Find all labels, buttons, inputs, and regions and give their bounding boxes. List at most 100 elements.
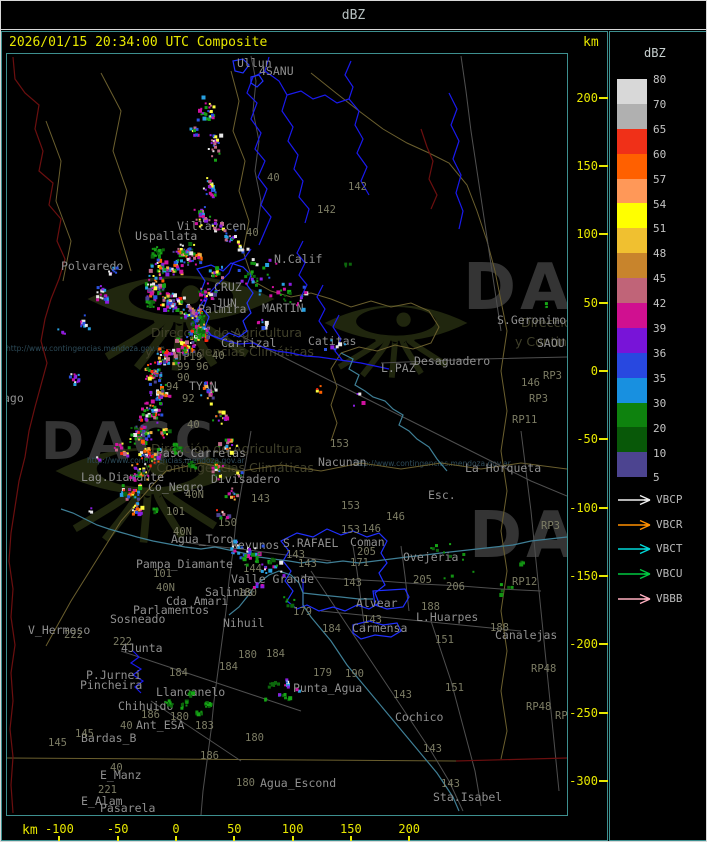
place-label: Coman [350,535,385,549]
international-border [8,56,567,814]
place-label: La Horqueta [465,461,541,475]
route-label: 184 [169,667,188,679]
place-label: N.Calif [274,252,322,266]
place-label: Nihuil [223,616,265,630]
place-label: Co_Negro [148,480,203,494]
radar-plot-area: DACCDACCDACChttp://www.contingencias.men… [6,53,568,816]
scale-swatch-30 [617,402,647,428]
bottom-axis-tick-label: 0 [172,822,180,836]
bottom-axis-tick [291,836,294,841]
scale-value-label: 5 [653,471,660,485]
place-label: CRUZ [214,280,242,294]
place-label: V_Hermoso [28,623,90,637]
place-label: Nacunan [318,455,366,469]
bottom-axis-tick-label: 50 [227,822,242,836]
route-label: 179 [293,606,312,618]
place-label: Cda_Amari [166,594,228,608]
vector-legend-row: VBCT [610,542,706,556]
route-label: 179 [313,667,332,679]
scale-swatch-65 [617,128,647,154]
place-label: Ovejeria [403,550,458,564]
scale-value-label: 39 [653,322,667,335]
route-label: 180 [238,587,257,599]
route-label: 40N [173,526,192,538]
route-label: 221 [98,784,117,796]
scale-value-label: 10 [653,446,667,460]
route-label: 186 [141,709,160,721]
scale-value-label: 48 [653,247,667,261]
route-label: 94 [166,381,179,393]
place-label: Ant_ESA [136,718,185,732]
right-axis-tick-label: 100 [576,227,598,242]
route-label: 184 [266,648,285,660]
right-axis-tick [599,574,608,577]
right-axis-tick-label: -250 [569,705,598,720]
route-label: 222 [113,636,132,648]
route-label: 40N [156,582,175,594]
place-label: P.Jurnei [86,668,141,682]
bottom-axis-tick [175,836,177,841]
scale-value-label: 30 [653,396,667,410]
route-label: 188 [490,622,509,634]
place-label: E_Alam [81,794,123,808]
svg-text:DACC: DACC [469,499,567,573]
route-label: 101 [153,568,172,580]
route-label: 180 [245,732,264,744]
scale-swatch-80 [617,79,647,104]
route-label: 143 [423,743,442,755]
svg-text:http://www.contingencias.mendo: http://www.contingencias.mendoza.gov.ar [353,459,512,468]
route-label: 183 [195,720,214,732]
scale-swatch-45 [617,278,647,304]
place-label: MARTIN [262,301,304,315]
route-label: 153 [330,438,349,450]
svg-text:DACC: DACC [463,251,567,325]
route-label: 101 [166,506,185,518]
bottom-axis-tick [58,836,61,841]
route-label: 40 [267,172,280,184]
scale-swatch-57 [617,178,647,204]
place-label: Agua_Escond [260,776,336,790]
route-label: 206 [446,581,465,593]
scale-swatch-35 [617,377,647,403]
route-label: RP3 [541,520,560,532]
place-label: Sta.Isabel [433,790,502,804]
right-axis-tick-label: -300 [569,773,598,788]
bottom-axis-tick-label: -50 [106,822,129,836]
watermark-text-layer: DACCDACCDACChttp://www.contingencias.men… [7,251,567,573]
bottom-axis-tick [349,836,352,841]
road-network [120,55,567,815]
place-label: Pasarela [100,801,155,815]
route-label: 143 [286,549,305,561]
place-label: Esc. [428,488,456,502]
svg-text:y Contingencias Climáticas: y Contingencias Climáticas [515,334,567,349]
vector-label: VBCP [656,493,683,506]
route-label: 40 [110,762,123,774]
scale-value-label: 36 [653,346,667,360]
route-label: RP11 [512,414,537,426]
window-title: dBZ [341,7,366,23]
right-axis-tick-label: 50 [583,295,598,310]
svg-text:http://www.contingencias.mendo: http://www.contingencias.mendoza.gov.ar [7,344,165,353]
route-label: 222 [64,629,83,641]
place-label: 4Junta [121,641,163,655]
vector-label: VBCR [656,517,683,531]
scale-swatch-51 [617,228,647,254]
route-label: 40N [185,489,204,501]
scale-swatch-60 [617,153,647,179]
vector-legend-row: VBBB [610,592,706,606]
place-label: Chihuido [118,699,173,713]
vector-label: VBBB [656,591,683,605]
route-label: 205 [413,574,432,586]
route-label: 146 [386,511,405,523]
right-axis-tick-label: -50 [576,432,598,447]
place-label: Pampa_Diamante [136,557,233,571]
route-label: 146 [362,523,381,535]
right-axis-unit: km [583,35,599,50]
place-label: SAOU [537,336,565,350]
scale-value-label: 51 [653,222,667,236]
city-outlines [196,58,410,640]
route-label: 40 [212,350,225,362]
scale-swatch-48 [617,253,647,279]
legend-title: dBZ [644,46,666,60]
